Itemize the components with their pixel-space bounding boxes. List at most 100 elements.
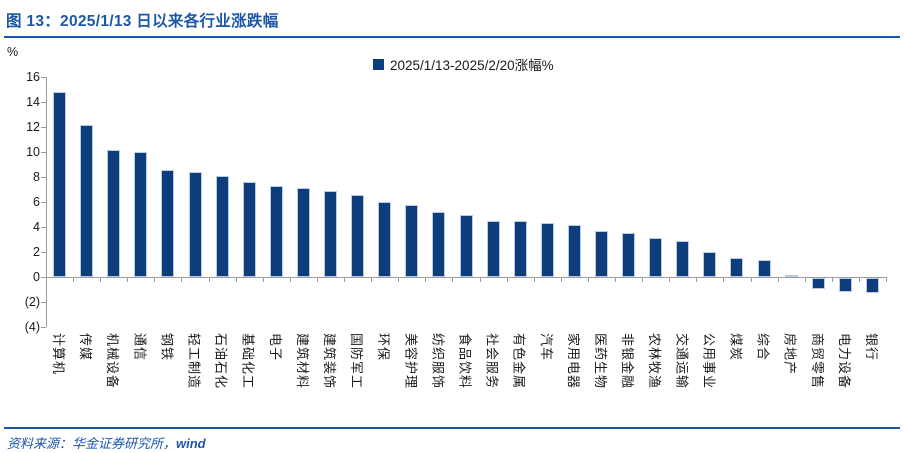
x-axis-tick: [73, 277, 75, 282]
x-axis-category-text: 通信: [132, 333, 148, 362]
x-axis-category-text: 石油石化: [213, 333, 229, 390]
x-axis-tick: [858, 277, 860, 282]
x-axis-category-text: 公用事业: [701, 333, 717, 390]
bar: [757, 259, 771, 277]
x-axis-category-label: 房地产: [778, 333, 805, 428]
y-axis-tick: [41, 302, 46, 303]
bar: [594, 230, 608, 277]
x-axis-category-text: 银行: [863, 333, 879, 362]
x-axis-category-text: 房地产: [782, 333, 798, 376]
x-axis-category-label: 有色金属: [507, 333, 534, 428]
y-axis-tick: [41, 77, 46, 78]
x-axis-tick: [452, 277, 454, 282]
y-axis-tick-label: 0: [33, 270, 40, 284]
legend-label: 2025/1/13-2025/2/20涨幅%: [390, 58, 554, 73]
x-axis-tick: [262, 277, 264, 282]
bar: [296, 188, 310, 277]
x-axis-tick: [831, 277, 833, 282]
bar: [784, 274, 798, 277]
x-axis-category-label: 钢铁: [154, 333, 181, 428]
bar: [80, 124, 94, 277]
y-axis-tick-label: 2: [33, 245, 40, 259]
x-axis-category-text: 轻工制造: [186, 333, 202, 390]
y-axis-tick-label: 10: [26, 145, 40, 159]
x-axis-tick: [46, 277, 47, 282]
y-axis-tick: [41, 252, 46, 253]
x-axis-tick: [506, 277, 508, 282]
x-axis-tick: [723, 277, 725, 282]
legend: 2025/1/13-2025/2/20涨幅%: [373, 54, 554, 74]
x-axis-tick: [289, 277, 291, 282]
x-axis-tick: [777, 277, 779, 282]
bar: [161, 169, 175, 277]
bar: [134, 152, 148, 277]
footer-divider: [4, 427, 900, 429]
bar: [215, 175, 229, 277]
x-axis-tick: [181, 277, 183, 282]
x-axis-category-label: 建筑材料: [290, 333, 317, 428]
y-axis-tick: [41, 127, 46, 128]
x-axis-line: [46, 277, 886, 278]
y-axis-tick: [41, 227, 46, 228]
x-axis-tick: [398, 277, 400, 282]
x-axis-tick: [344, 277, 346, 282]
y-axis-unit-label: %: [7, 45, 19, 59]
x-axis-tick: [804, 277, 806, 282]
y-axis-line: [46, 77, 47, 327]
x-axis-category-label: 家用电器: [561, 333, 588, 428]
x-axis-tick: [100, 277, 102, 282]
x-axis-category-label: 国防军工: [344, 333, 371, 428]
bar: [622, 233, 636, 277]
x-axis-category-label: 汽车: [534, 333, 561, 428]
x-axis-category-text: 社会服务: [484, 333, 500, 390]
source-note-wind: wind: [176, 436, 206, 451]
y-axis-tick-label: 6: [33, 195, 40, 209]
x-axis-category-label: 美容护理: [398, 333, 425, 428]
bar: [242, 182, 256, 277]
x-axis-category-text: 家用电器: [565, 333, 581, 390]
x-axis-tick: [479, 277, 481, 282]
x-axis-category-text: 电力设备: [836, 333, 852, 390]
x-axis-category-label: 基础化工: [236, 333, 263, 428]
x-axis-category-label: 交通运输: [669, 333, 696, 428]
x-axis-category-text: 汽车: [538, 333, 554, 362]
x-axis-category-label: 食品饮料: [452, 333, 479, 428]
x-axis-category-label: 建筑装饰: [317, 333, 344, 428]
x-axis-tick: [886, 277, 887, 282]
bar: [540, 223, 554, 277]
x-axis-category-text: 建筑材料: [294, 333, 310, 390]
x-axis-category-label: 纺织服饰: [425, 333, 452, 428]
y-axis-tick-label: 8: [33, 170, 40, 184]
x-axis-category-text: 医药生物: [592, 333, 608, 390]
y-axis-tick-label: 16: [26, 70, 40, 84]
x-axis-category-label: 环保: [371, 333, 398, 428]
bar: [107, 149, 121, 277]
x-axis-tick: [669, 277, 671, 282]
x-axis-category-text: 传媒: [78, 333, 94, 362]
x-axis-tick: [642, 277, 644, 282]
x-axis-category-label: 商贸零售: [805, 333, 832, 428]
y-axis-tick: [41, 177, 46, 178]
x-axis-category-text: 商贸零售: [809, 333, 825, 390]
bar: [838, 278, 852, 292]
figure-title: 图 13：2025/1/13 日以来各行业涨跌幅: [6, 13, 279, 30]
bar: [730, 258, 744, 277]
x-axis-tick: [560, 277, 562, 282]
y-axis-tick: [41, 277, 46, 278]
legend-swatch-icon: [373, 58, 384, 70]
x-axis-category-text: 计算机: [51, 333, 67, 376]
bar: [324, 190, 338, 277]
bar: [649, 238, 663, 277]
x-axis-tick: [750, 277, 752, 282]
bar: [513, 220, 527, 277]
x-axis-tick: [587, 277, 589, 282]
x-axis-category-text: 国防军工: [349, 333, 365, 390]
bar: [676, 240, 690, 277]
bar: [703, 252, 717, 277]
bar: [459, 214, 473, 277]
x-axis-tick: [154, 277, 156, 282]
x-axis-category-text: 食品饮料: [457, 333, 473, 390]
x-axis-category-label: 轻工制造: [181, 333, 208, 428]
x-axis-category-text: 机械设备: [105, 333, 121, 390]
